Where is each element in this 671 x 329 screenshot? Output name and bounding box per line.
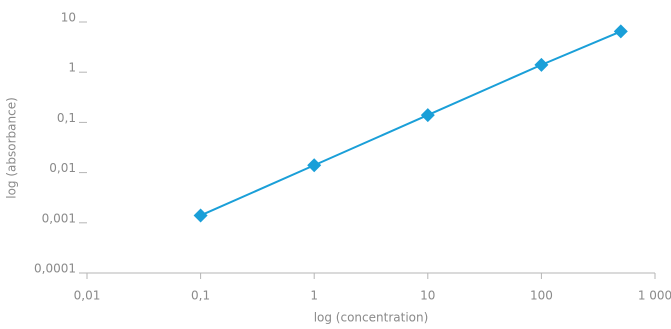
y-tick-label: 1 [68,61,76,75]
y-tick-label: 10 [61,11,76,25]
data-point [420,108,435,123]
y-tick-label: 0,1 [57,111,76,125]
x-tick-label: 1 [310,289,318,303]
data-point [193,208,208,223]
y-tick-label: 0,01 [49,161,76,175]
x-tick-label: 0,1 [191,289,210,303]
y-tick-label: 0,0001 [34,262,76,276]
data-point [534,57,549,72]
data-point [613,24,628,39]
x-tick-label: 0,01 [74,289,101,303]
data-point [307,158,322,173]
x-tick-label: 100 [530,289,553,303]
x-tick-label: 10 [420,289,435,303]
series-line [200,30,622,217]
x-axis-title: log (concentration) [314,311,429,325]
x-tick-label: 1 000 [638,289,671,303]
y-axis-title: log (absorbance) [5,97,19,199]
y-tick-label: 0,001 [42,211,76,225]
